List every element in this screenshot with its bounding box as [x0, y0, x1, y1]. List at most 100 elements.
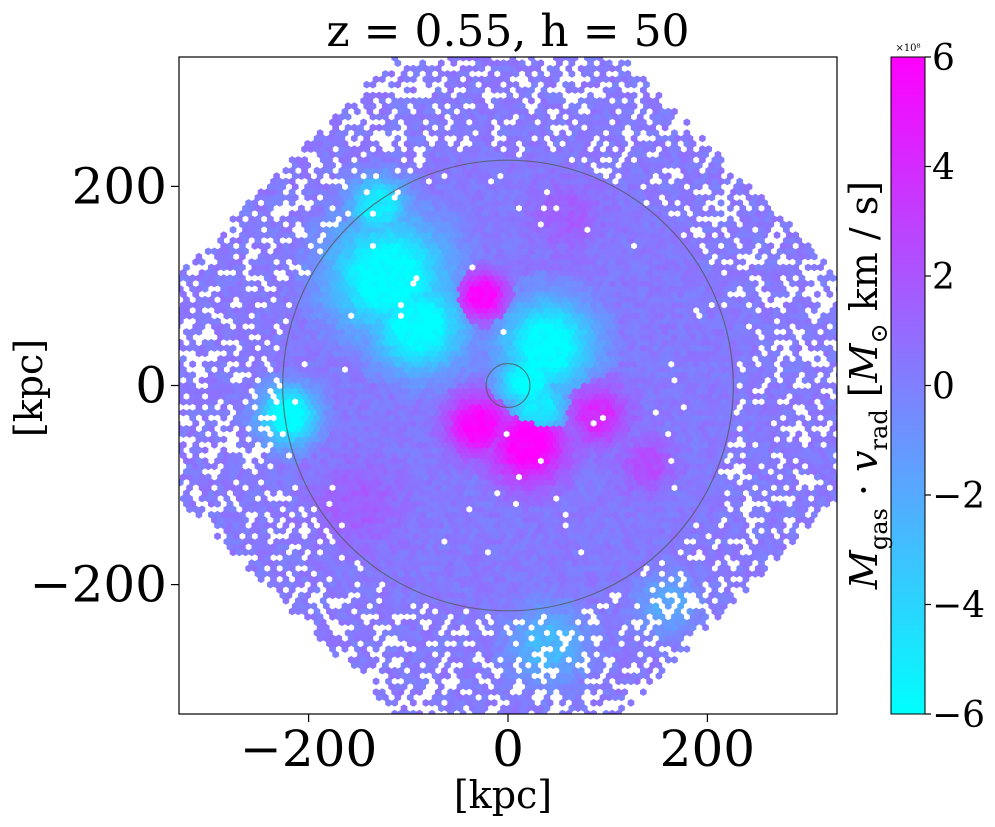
hexbin-cell	[549, 532, 557, 541]
hexbin-cell	[497, 623, 504, 632]
hexbin-cell	[503, 656, 510, 664]
hexbin-cell	[717, 564, 725, 573]
hexbin-cell	[260, 559, 268, 567]
hexbin-cell	[466, 548, 473, 557]
hexbin-cell	[506, 672, 513, 680]
hexbin-cell	[335, 494, 343, 503]
hexbin-cell	[171, 371, 178, 379]
hexbin-cell	[391, 559, 398, 567]
hexbin-cell	[500, 682, 507, 691]
hexbin-cell	[478, 537, 486, 546]
hexbin-cell	[288, 586, 296, 594]
hexbin-cell	[282, 510, 290, 519]
hexbin-cell	[211, 516, 218, 524]
hexbin-cell	[497, 537, 504, 546]
hexbin-cell	[733, 570, 740, 578]
hexbin-cell	[304, 494, 311, 503]
hexbin-cell	[307, 500, 315, 508]
hexbin-cell	[260, 419, 268, 428]
hexbin-cell	[400, 521, 408, 530]
hexbin-cell	[711, 607, 719, 616]
hexbin-cell	[577, 688, 585, 696]
hexbin-cell	[434, 580, 442, 589]
hexbin-cell	[335, 505, 343, 514]
hexbin-cell	[515, 699, 523, 707]
hexbin-cell	[214, 510, 221, 519]
hexbin-cell	[590, 699, 597, 707]
hexbin-cell	[518, 639, 526, 648]
hexbin-cell	[416, 602, 423, 610]
hexbin-cell	[242, 516, 249, 524]
hexbin-cell	[543, 575, 551, 584]
hexbin-cell	[410, 516, 417, 524]
hexbin-cell	[217, 516, 224, 524]
hexbin-cell	[354, 613, 361, 621]
hexbin-cell	[518, 607, 526, 616]
hexbin-cell	[378, 527, 386, 535]
hexbin-cell	[515, 527, 523, 535]
hexbin-cell	[472, 666, 479, 675]
hexbin-cell	[559, 537, 566, 546]
hexbin-cell	[406, 693, 414, 702]
hexbin-cell	[727, 548, 734, 557]
hexbin-cell	[649, 532, 656, 541]
hexbin-cell	[733, 548, 740, 557]
hexbin-cell	[658, 666, 666, 675]
hexbin-cell	[593, 629, 601, 637]
hexbin-cell	[596, 699, 604, 707]
hexbin-cell	[469, 607, 476, 616]
hexbin-cell	[549, 682, 557, 691]
hexbin-cell	[521, 516, 529, 524]
hexbin-cell	[360, 548, 367, 557]
hexbin-cell	[621, 613, 628, 621]
hexbin-cell	[360, 634, 367, 643]
hexbin-cell	[410, 580, 417, 589]
hexbin-cell	[338, 618, 346, 627]
hexbin-cell	[503, 602, 510, 610]
hexbin-cell	[276, 500, 283, 508]
hexbin-cell	[528, 527, 535, 535]
hexbin-cell	[609, 505, 616, 514]
hexbin-cell	[385, 602, 392, 610]
hexbin-cell	[590, 580, 597, 589]
hexbin-cell	[453, 645, 461, 653]
hexbin-cell	[556, 586, 563, 594]
hexbin-cell	[668, 586, 675, 594]
hexbin-cell	[568, 672, 576, 680]
hexbin-cell	[515, 570, 523, 578]
hexbin-cell	[357, 532, 364, 541]
hexbin-cell	[232, 532, 240, 541]
hexbin-cell	[257, 510, 265, 519]
hexbin-cell	[472, 699, 479, 707]
hexbin-cell	[739, 559, 747, 567]
hexbin-cell	[332, 521, 339, 530]
hexbin-cell	[621, 634, 628, 643]
hexbin-cell	[640, 688, 647, 696]
hexbin-cell	[751, 527, 759, 535]
hexbin-cell	[472, 645, 479, 653]
hexbin-cell	[500, 629, 507, 637]
hexbin-cell	[475, 575, 482, 584]
hexbin-cell	[593, 715, 600, 723]
hexbin-cell	[323, 548, 330, 557]
hexbin-cell	[357, 575, 364, 584]
hexbin-cell	[481, 672, 489, 680]
hexbin-cell	[260, 548, 268, 557]
hexbin-cell	[546, 656, 554, 664]
hexbin-cell	[354, 516, 361, 524]
hexbin-cell	[344, 532, 352, 541]
hexbin-cell	[171, 479, 178, 487]
hexbin-cell	[434, 537, 442, 546]
hexbin-cell	[736, 500, 743, 508]
hexbin-cell	[475, 704, 482, 713]
hexbin-cell	[360, 494, 367, 503]
hexbin-cell	[674, 553, 681, 562]
hexbin-cell	[643, 586, 650, 594]
hexbin-cell	[425, 661, 433, 670]
hexbin-cell	[316, 634, 324, 643]
hexbin-cell	[329, 494, 336, 503]
hexbin-cell	[366, 656, 374, 664]
hexbin-cell	[459, 656, 467, 664]
hexbin-cell	[677, 645, 684, 653]
hexbin-cell	[525, 629, 532, 637]
